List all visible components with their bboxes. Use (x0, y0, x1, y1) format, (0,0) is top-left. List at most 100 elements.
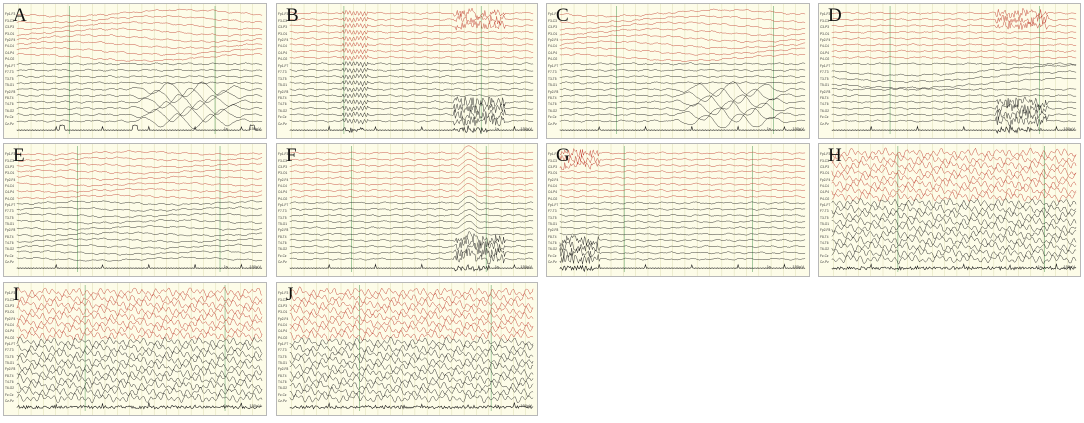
channel-label: T6-O2 (278, 386, 288, 391)
posterior-channel-trace (831, 70, 1077, 83)
channel-label: T4-T6 (5, 102, 14, 107)
posterior-channel-trace (289, 380, 534, 391)
posterior-channel-trace (16, 367, 263, 378)
posterior-channel-trace (559, 81, 806, 97)
frontal-channel-trace (16, 156, 263, 162)
posterior-channel-trace (559, 88, 806, 104)
channel-label: Fp2-F8 (278, 89, 289, 94)
channel-label: T3-T5 (5, 215, 14, 220)
channel-label: Cz-Pz (5, 398, 14, 403)
channel-label: Fp1-F7 (278, 63, 289, 68)
channel-label: Fp1-F3 (278, 12, 289, 17)
channel-label: Fp2-F8 (5, 228, 16, 233)
channel-label: F3-C3 (820, 18, 829, 23)
frontal-channel-trace (289, 171, 534, 180)
posterior-channel-trace (289, 367, 534, 379)
channel-label: P3-O1 (5, 171, 15, 176)
channel-label: C4-P4 (278, 190, 288, 195)
posterior-channel-trace (831, 247, 1077, 259)
frontal-channel-trace (559, 160, 806, 170)
frontal-channel-trace (559, 47, 806, 56)
channel-label: F8-T4 (5, 234, 14, 239)
posterior-channel-trace (289, 248, 534, 265)
ekg-trace (289, 125, 534, 135)
posterior-channel-trace (16, 81, 263, 98)
channel-label: T4-T6 (5, 379, 14, 384)
channel-label: Fp2-F8 (820, 89, 831, 94)
channel-label: Cz-Pz (548, 259, 557, 264)
channel-label: Fp1-F3 (820, 152, 831, 157)
channel-label: Fp2-F4 (278, 316, 289, 321)
channel-label: Fz-Cz (820, 115, 829, 120)
channel-label: Fp2-F8 (820, 228, 831, 233)
posterior-channel-trace (559, 241, 806, 252)
frontal-channel-trace (289, 7, 534, 19)
amplitude-scale-label: 150μV (520, 264, 532, 269)
channel-label: Cz-Pz (5, 259, 14, 264)
channel-label: P3-O1 (278, 310, 288, 315)
frontal-channel-trace (16, 181, 263, 187)
posterior-channel-trace (831, 197, 1077, 209)
frontal-channel-trace (289, 47, 534, 55)
channel-label: T5-O1 (548, 83, 558, 88)
frontal-channel-trace (16, 46, 263, 56)
posterior-channel-trace (831, 203, 1077, 215)
posterior-channel-trace (831, 235, 1077, 246)
frontal-channel-trace (16, 194, 263, 200)
posterior-channel-trace (831, 64, 1077, 77)
channel-label: C3-P3 (278, 25, 288, 30)
channel-label: T4-T6 (5, 240, 14, 245)
eeg-traces (16, 4, 263, 138)
channel-label: Cz-Pz (5, 121, 14, 126)
posterior-channel-trace (289, 214, 534, 224)
channel-label: T3-T5 (548, 215, 557, 220)
posterior-channel-trace (559, 75, 806, 78)
frontal-channel-trace (289, 330, 534, 342)
posterior-channel-trace (16, 373, 263, 385)
channel-label: T3-T5 (278, 76, 287, 81)
channel-label: Fp2-F8 (278, 228, 289, 233)
channel-label: F3-C3 (5, 18, 14, 23)
channel-label: Fz-Cz (5, 253, 14, 258)
ekg-trace (831, 263, 1077, 271)
channel-label: T4-T6 (820, 102, 829, 107)
channel-label: Fz-Cz (278, 253, 287, 258)
channel-label: C3-P3 (5, 164, 15, 169)
channel-label: Fp2-F4 (5, 177, 16, 182)
channel-label: T4-T6 (548, 102, 557, 107)
frontal-channel-trace (289, 152, 534, 161)
posterior-channel-trace (289, 336, 534, 347)
posterior-channel-trace (16, 354, 263, 367)
posterior-channel-trace (559, 81, 806, 85)
channel-label: F4-C4 (278, 322, 287, 327)
channel-label: F8-T4 (278, 95, 287, 100)
posterior-channel-trace (289, 354, 534, 367)
posterior-channel-trace (289, 79, 534, 87)
posterior-channel-trace (289, 202, 534, 211)
channel-label: P3-O1 (5, 310, 15, 315)
channel-label: F3-C3 (5, 158, 14, 163)
channel-label: T6-O2 (278, 247, 288, 252)
channel-label: F7-T3 (5, 70, 14, 75)
channel-label: C4-P4 (278, 329, 288, 334)
channel-label: Fp2-F8 (548, 228, 559, 233)
channel-label: Fp2-F4 (278, 38, 289, 43)
posterior-channel-trace (16, 212, 263, 218)
posterior-channel-trace (559, 201, 806, 205)
channel-label: P4-O2 (548, 57, 558, 62)
eeg-panel-f: Fp1-F3 F3-C3 C3-P3 P3-O1 Fp2-F4 F4-C4 C4-P4 P4-… (276, 143, 538, 277)
eeg-panel-e: Fp1-F3 F3-C3 C3-P3 P3-O1 Fp2-F4 F4-C4 C4-P4 P4-… (3, 143, 267, 277)
frontal-channel-trace (16, 331, 263, 342)
posterior-channel-trace (559, 226, 806, 230)
channel-label: Fz-Cz (278, 392, 287, 397)
frontal-channel-trace (16, 40, 263, 50)
posterior-channel-trace (831, 96, 1077, 108)
channel-label: P4-O2 (5, 335, 15, 340)
channel-labels: Fp1-F3 F3-C3 C3-P3 P3-O1 Fp2-F4 F4-C4 C4-P4 P4-… (5, 151, 15, 265)
posterior-channel-trace (16, 113, 263, 129)
posterior-channel-trace (289, 92, 534, 99)
posterior-channel-trace (16, 392, 263, 404)
posterior-channel-trace (16, 349, 263, 361)
channel-label: T3-T5 (278, 354, 287, 359)
frontal-channel-trace (831, 147, 1077, 159)
